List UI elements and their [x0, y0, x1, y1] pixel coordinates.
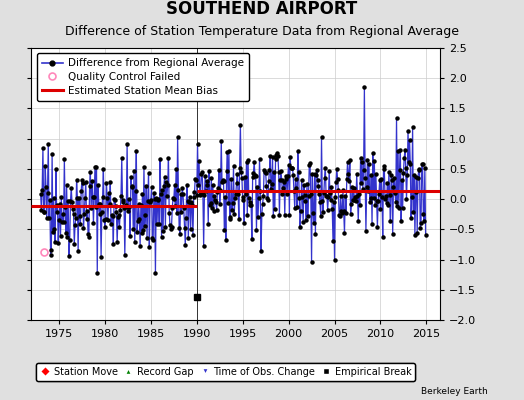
Legend: Station Move, Record Gap, Time of Obs. Change, Empirical Break: Station Move, Record Gap, Time of Obs. C…	[36, 363, 416, 381]
Text: SOUTHEND AIRPORT: SOUTHEND AIRPORT	[167, 0, 357, 18]
Text: Berkeley Earth: Berkeley Earth	[421, 387, 487, 396]
Text: Difference of Station Temperature Data from Regional Average: Difference of Station Temperature Data f…	[65, 25, 459, 38]
